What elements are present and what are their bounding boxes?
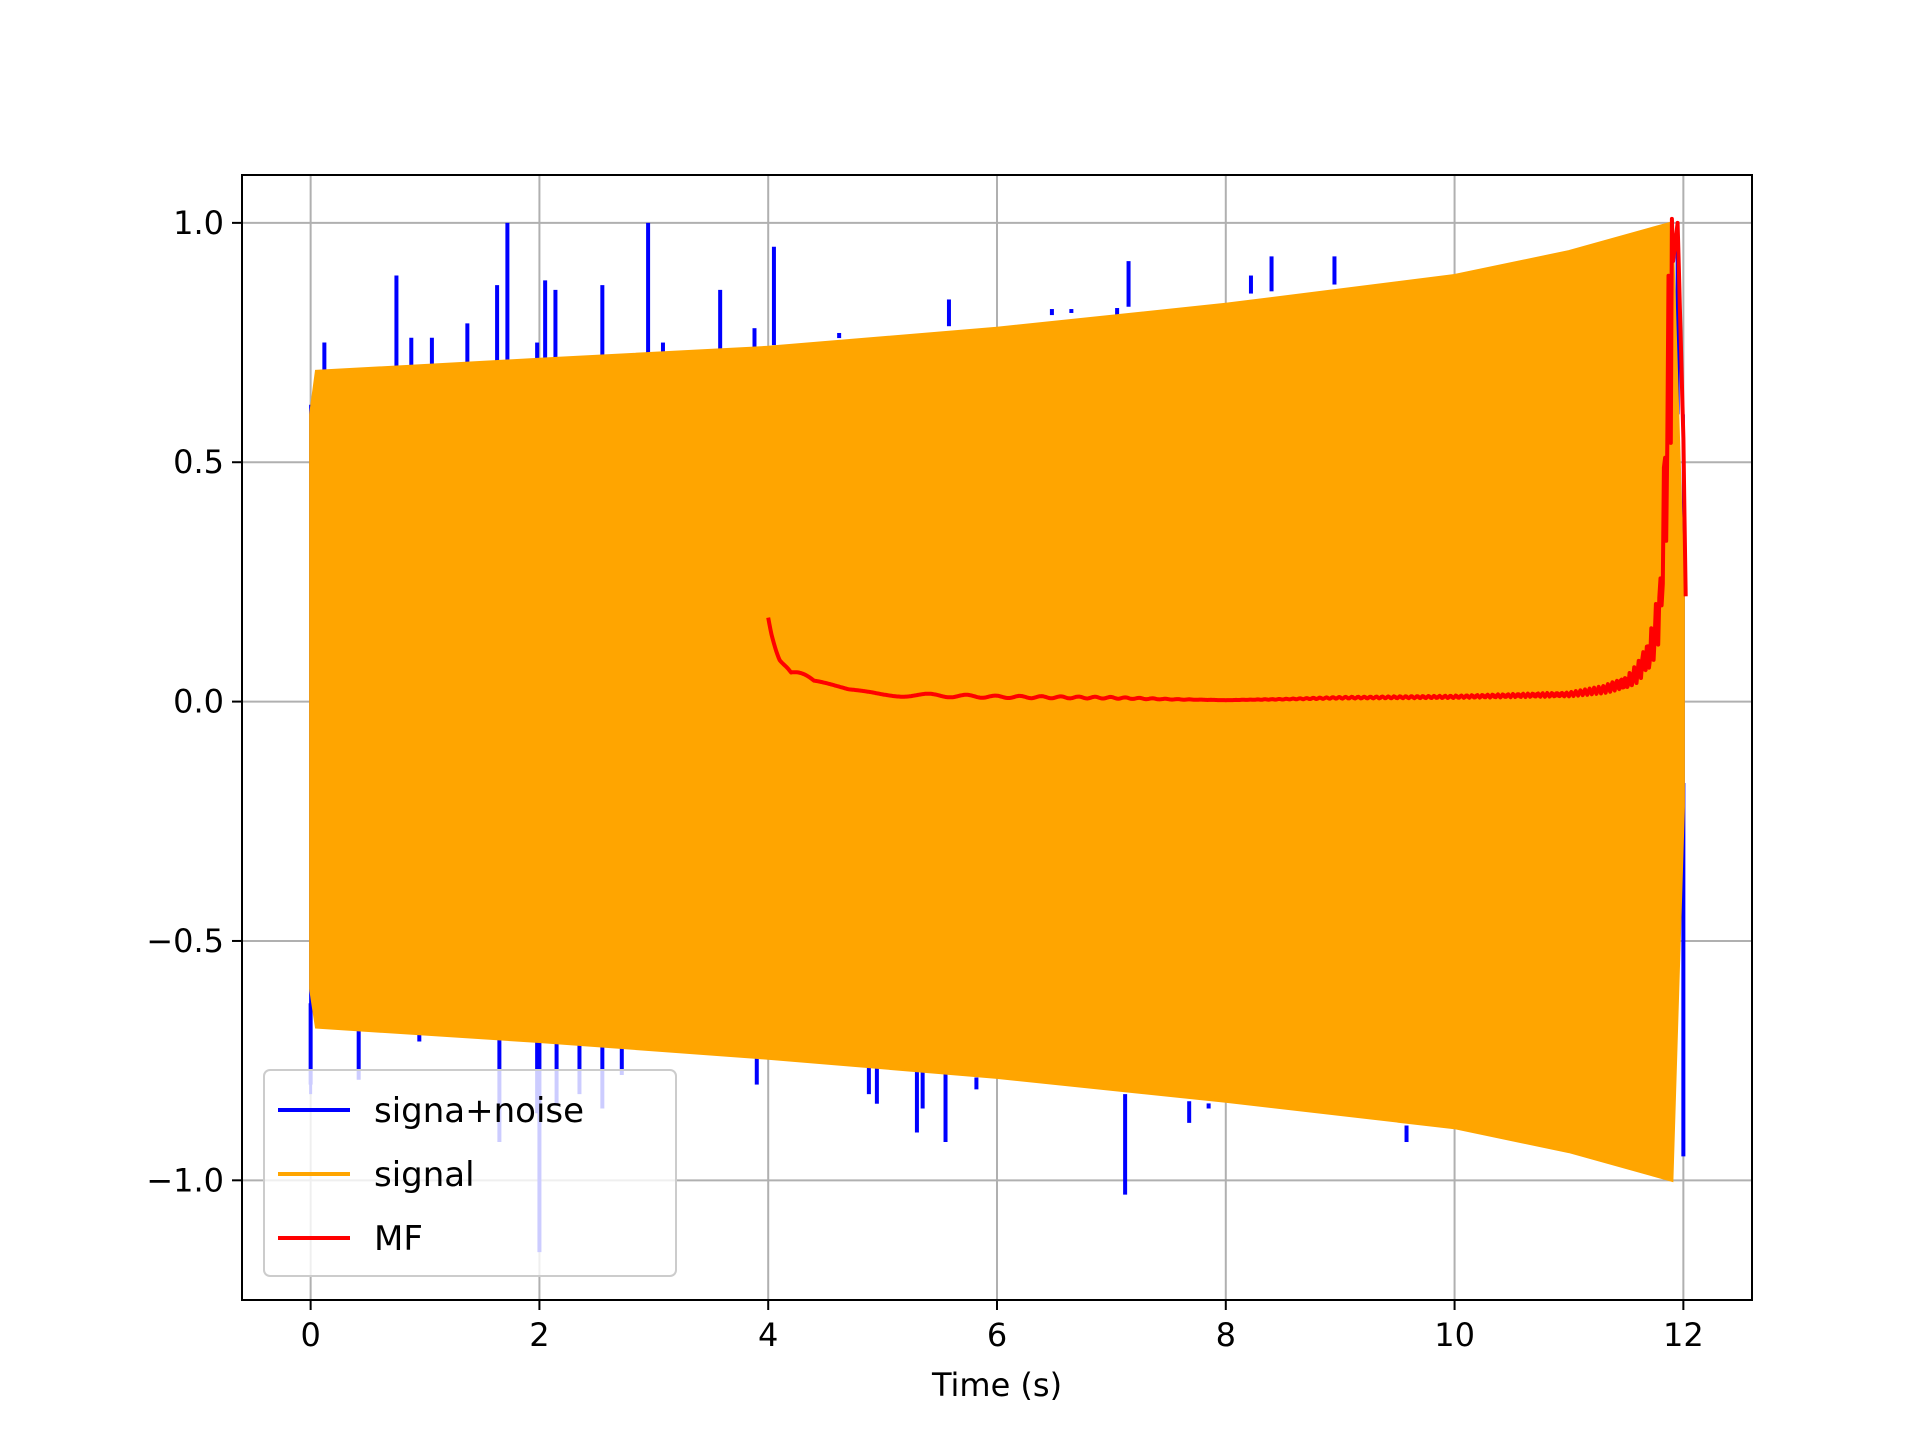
y-tick-label: −1.0 bbox=[146, 1161, 224, 1199]
series-signal bbox=[309, 220, 1685, 1183]
y-tick-label: 0.0 bbox=[173, 683, 224, 721]
y-tick-label: 0.5 bbox=[173, 443, 224, 481]
x-axis-title: Time (s) bbox=[931, 1366, 1062, 1404]
y-tick-label: −0.5 bbox=[146, 922, 224, 960]
x-tick-label: 10 bbox=[1434, 1316, 1475, 1354]
x-tick-label: 0 bbox=[300, 1316, 320, 1354]
x-tick-label: 8 bbox=[1216, 1316, 1236, 1354]
x-tick-label: 4 bbox=[758, 1316, 778, 1354]
legend-label: signa+noise bbox=[374, 1091, 584, 1131]
legend: signa+noise signal MF bbox=[263, 1069, 677, 1277]
series-mf bbox=[766, 216, 1688, 703]
x-tick-label: 6 bbox=[987, 1316, 1007, 1354]
legend-label: signal bbox=[374, 1155, 475, 1195]
legend-label: MF bbox=[374, 1219, 423, 1259]
x-tick-label: 12 bbox=[1663, 1316, 1704, 1354]
x-axis: 0 2 4 6 8 10 12 bbox=[300, 1300, 1704, 1354]
plot-area bbox=[308, 216, 1688, 1253]
y-axis: −1.0 −0.5 0.0 0.5 1.0 bbox=[146, 204, 242, 1199]
y-tick-label: 1.0 bbox=[173, 204, 224, 242]
legend-box bbox=[263, 1069, 677, 1277]
x-tick-label: 2 bbox=[529, 1316, 549, 1354]
